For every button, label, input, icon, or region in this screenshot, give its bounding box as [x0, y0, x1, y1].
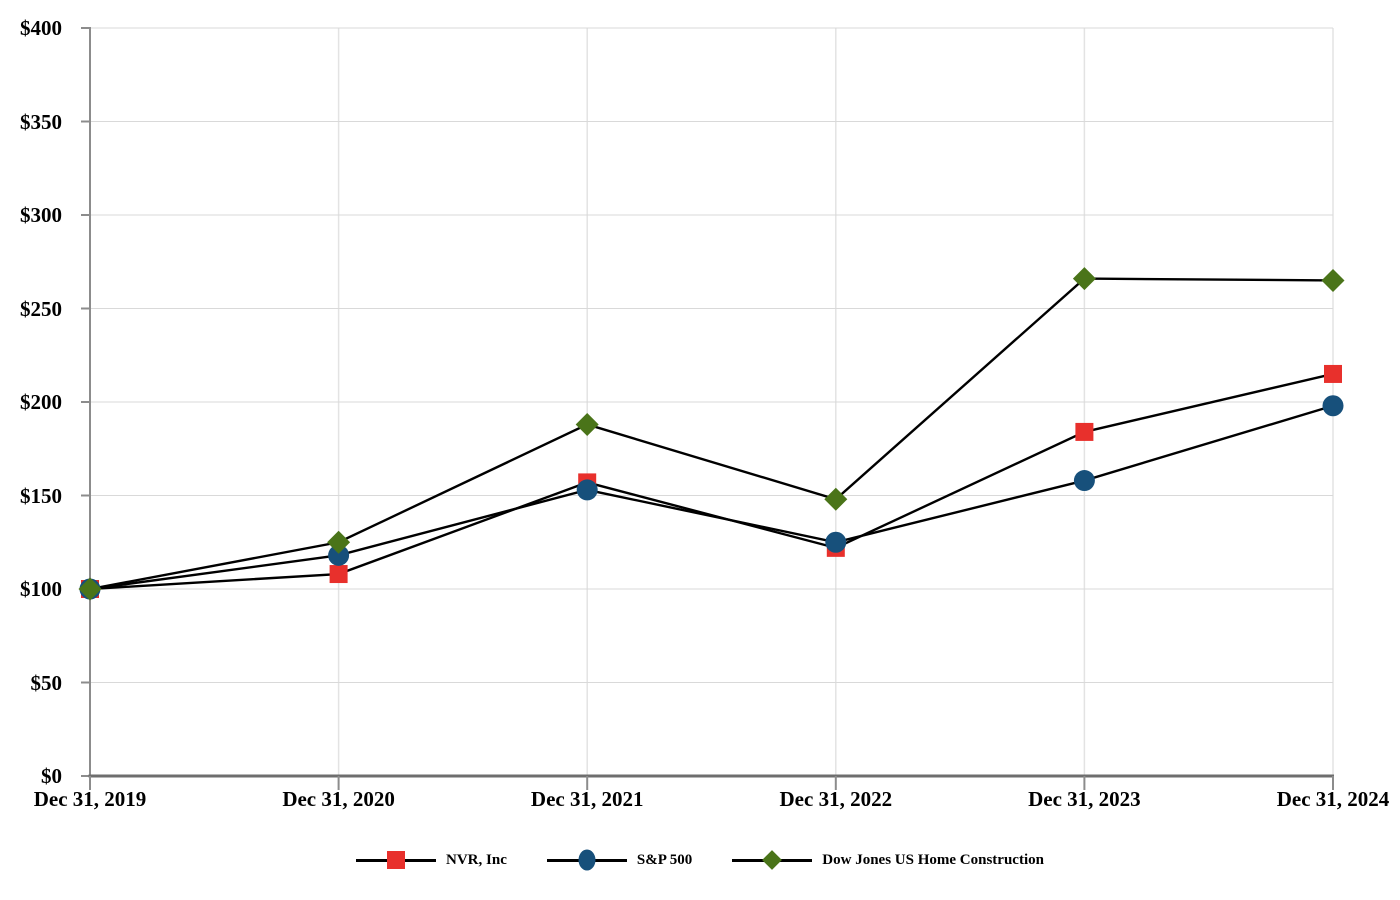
s-p-500-circle-marker — [1073, 470, 1095, 492]
y-tick-label: $400 — [20, 16, 62, 40]
legend-line — [732, 850, 813, 870]
x-tick-label: Dec 31, 2019 — [33, 787, 147, 811]
chart-legend: NVR, Inc S&P 500 Dow Jones US Home Constru… — [0, 845, 1400, 875]
y-tick-label: $50 — [30, 670, 63, 695]
legend-label: Dow Jones US Home Construction — [822, 851, 1044, 868]
nvr-inc-square-marker-icon — [387, 851, 406, 869]
series-line-s-p-500 — [89, 404, 1334, 591]
s-p-500-circle-marker — [576, 479, 598, 501]
y-tick-label: $350 — [20, 109, 62, 134]
y-tick-label: $0 — [41, 764, 62, 788]
legend-item-s-p-500: S&P 500 — [546, 849, 693, 871]
dow-jones-us-home-construction-diamond-marker — [1072, 267, 1096, 291]
y-tick-label: $100 — [20, 577, 62, 601]
s-p-500-circle-marker — [825, 531, 847, 553]
y-tick-label: $300 — [20, 203, 62, 227]
legend-item-nvr-inc: NVR, Inc — [356, 851, 507, 869]
s-p-500-circle-marker-icon — [578, 849, 596, 871]
nvr-inc-square-marker — [329, 565, 348, 584]
s-p-500-circle-marker — [328, 544, 350, 566]
dow-jones-us-home-construction-diamond-marker — [1321, 268, 1345, 292]
dow-jones-us-home-construction-diamond-marker — [327, 530, 351, 554]
s-p-500-circle-marker — [1322, 395, 1344, 417]
dow-jones-us-home-construction-diamond-marker-icon — [762, 850, 783, 870]
legend-item-dow-jones-us-home-construction: Dow Jones US Home Construction — [732, 850, 1044, 870]
x-tick-label: Dec 31, 2020 — [282, 787, 395, 811]
dow-jones-us-home-construction-diamond-marker — [575, 412, 599, 436]
y-tick-label: $250 — [20, 296, 62, 321]
series-line-dow-jones-us-home-construction — [89, 277, 1334, 591]
x-tick-label: Dec 31, 2021 — [530, 787, 644, 811]
legend-label: S&P 500 — [636, 851, 693, 868]
dow-jones-us-home-construction-diamond-marker — [78, 577, 102, 601]
x-tick-label: Dec 31, 2022 — [779, 787, 893, 811]
y-tick-label: $150 — [20, 483, 62, 508]
x-tick-label: Dec 31, 2024 — [1276, 787, 1390, 811]
series-line-nvr-inc — [89, 372, 1334, 591]
nvr-inc-square-marker — [1075, 422, 1094, 441]
y-tick-label: $200 — [20, 390, 62, 414]
legend-line — [546, 849, 627, 871]
dow-jones-us-home-construction-diamond-marker — [824, 487, 848, 511]
x-tick-label: Dec 31, 2023 — [1028, 787, 1141, 811]
legend-line — [356, 851, 437, 869]
nvr-inc-square-marker — [1324, 364, 1342, 383]
legend-label: NVR, Inc — [446, 851, 507, 868]
